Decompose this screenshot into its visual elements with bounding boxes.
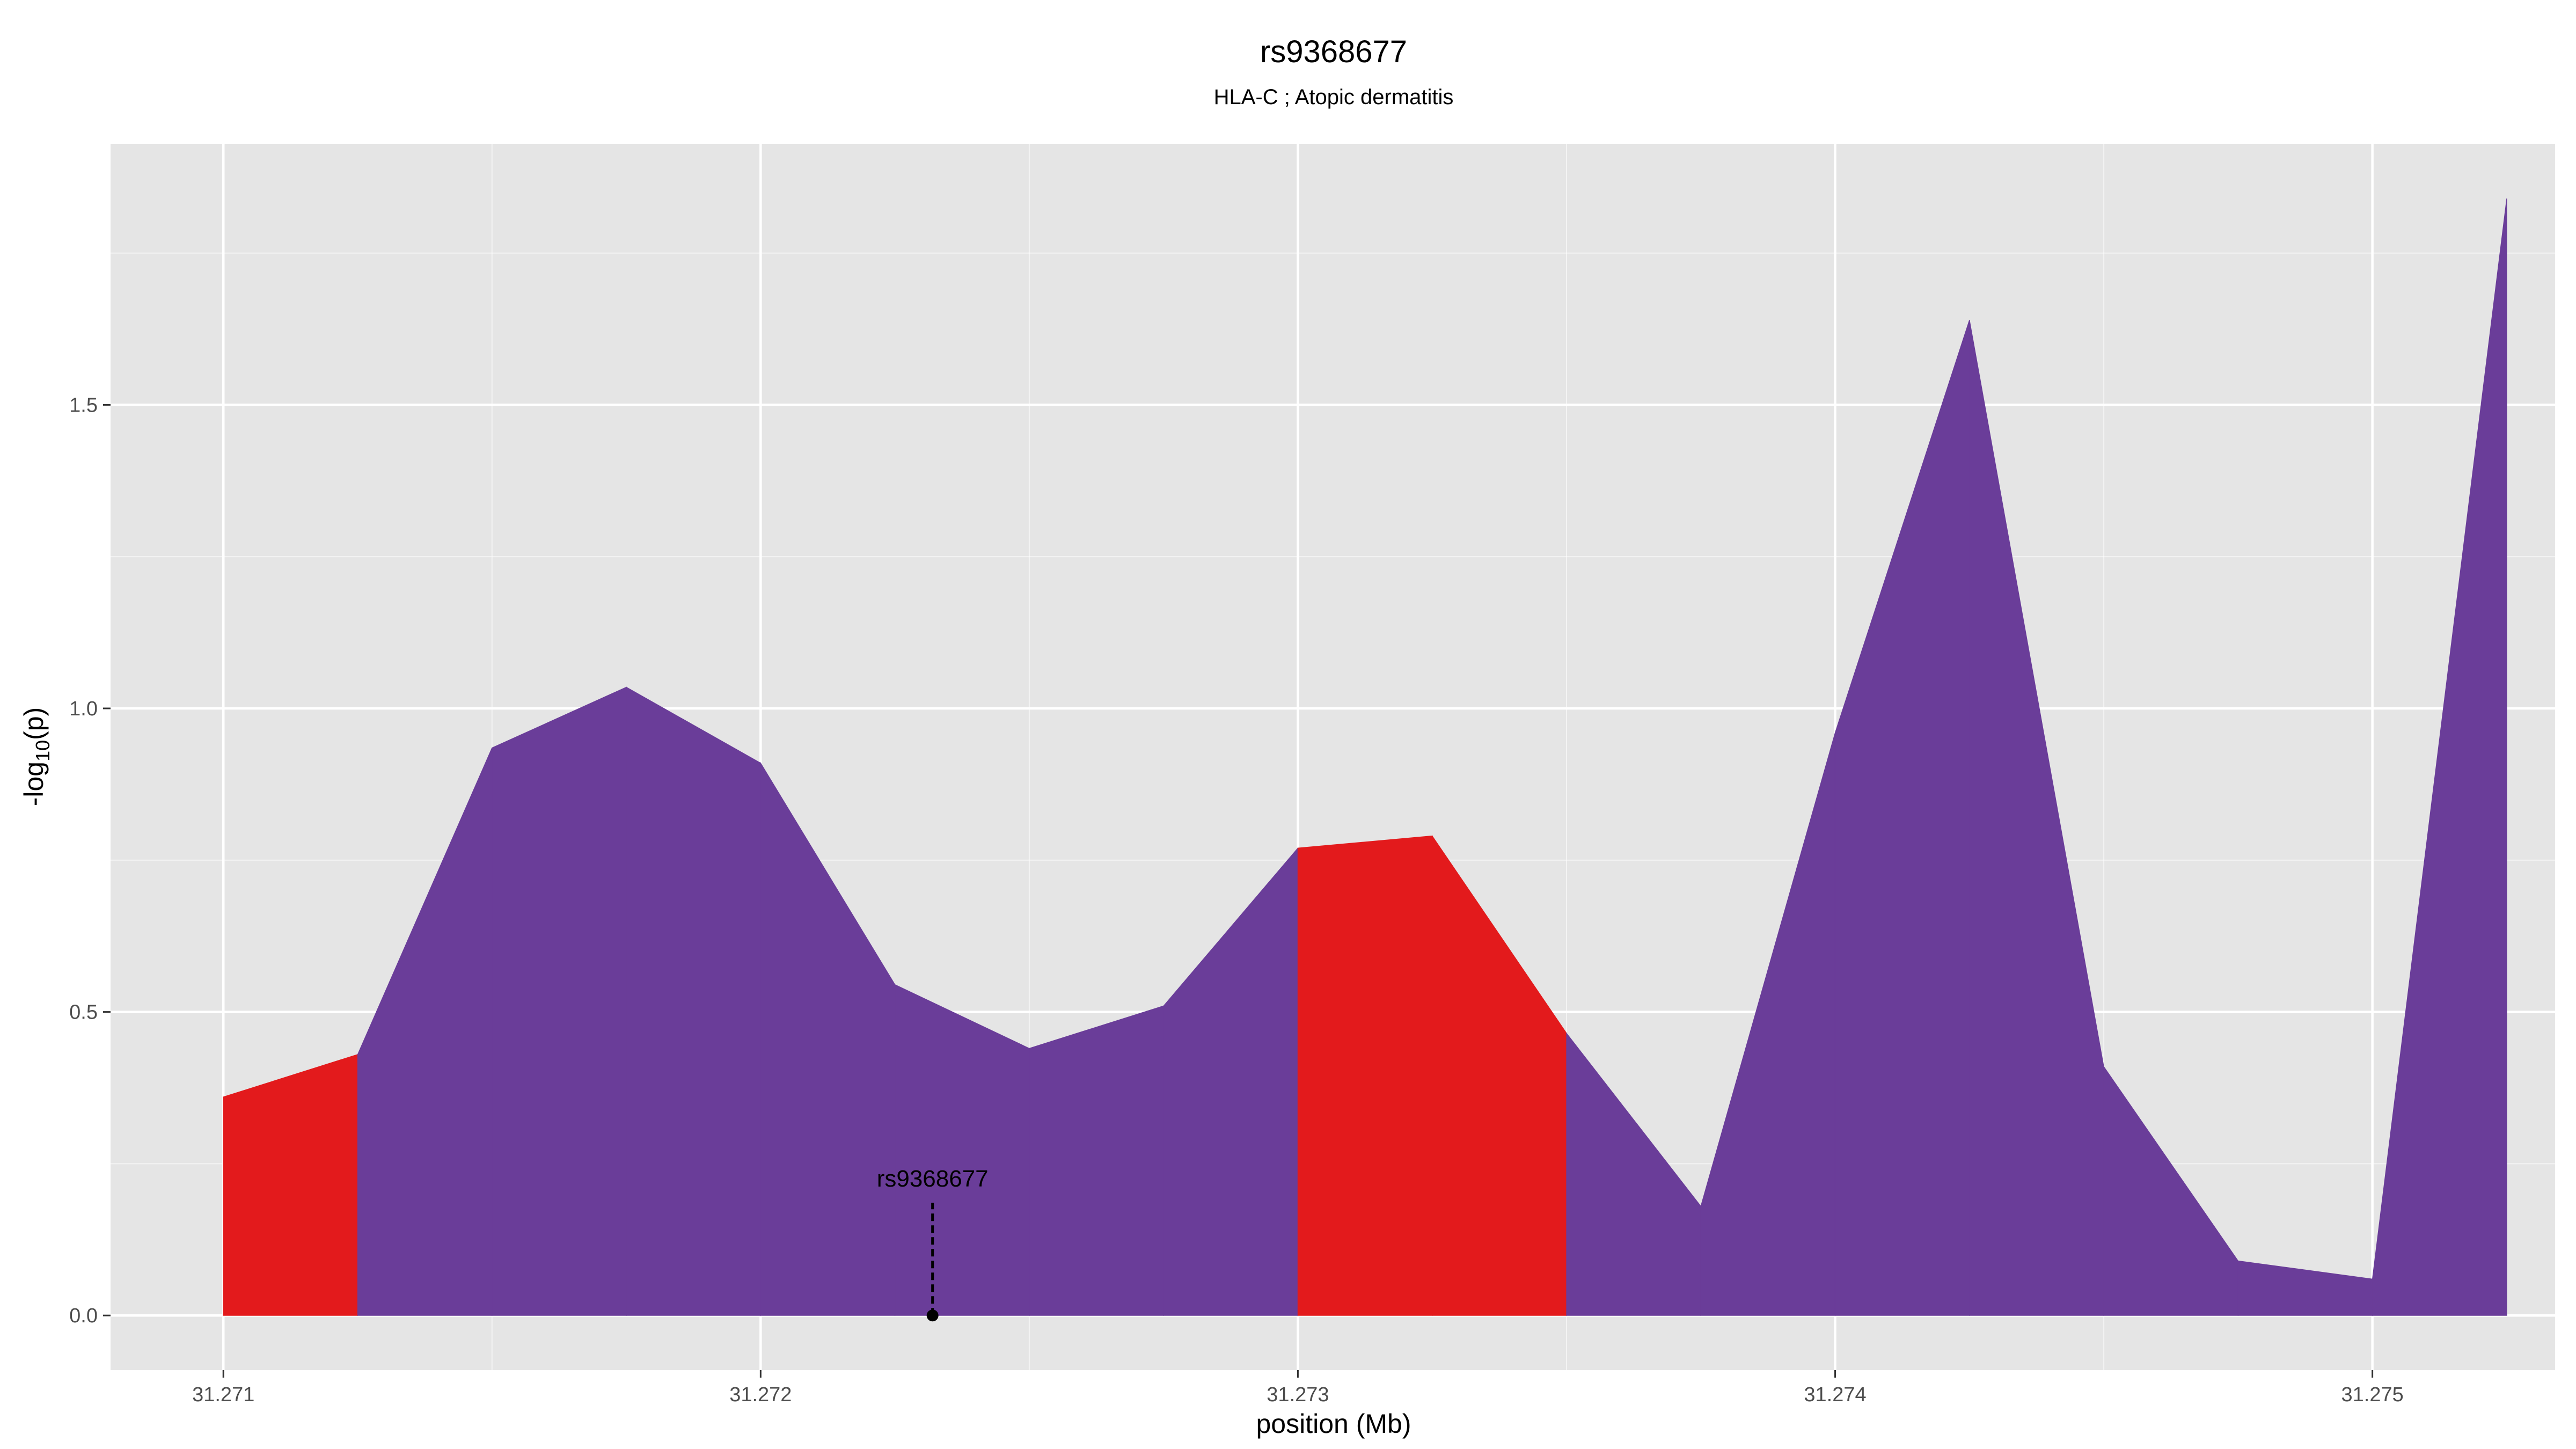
y-axis-title-base: -log [19,762,49,806]
y-axis: 0.0 0.5 1.0 1.5 [69,394,111,1327]
x-tick-label: 31.273 [1267,1384,1329,1406]
annotation-label: rs9368677 [877,1166,989,1192]
x-tick-label: 31.271 [192,1384,254,1406]
annotation-point [926,1309,939,1322]
y-tick-label: 0.5 [69,1001,98,1024]
chart-title: rs9368677 [1260,34,1407,69]
x-tick-label: 31.275 [2341,1384,2404,1406]
area-segment-purple [492,686,627,1316]
area-segment-red [223,1053,358,1316]
annotation: rs9368677 [877,1166,989,1322]
x-axis-title: position (Mb) [1256,1409,1411,1439]
chart-subtitle: HLA-C ; Atopic dermatitis [1214,85,1454,109]
area-segments [223,198,2507,1316]
y-tick-label: 1.0 [69,698,98,720]
x-axis: 31.271 31.272 31.273 31.274 31.275 [192,1370,2404,1406]
area-segment-red [1297,835,1433,1316]
x-tick-label: 31.272 [729,1384,792,1406]
area-segment-purple [2372,198,2507,1316]
y-axis-title-subscript: 10 [32,740,54,762]
x-tick-label: 31.274 [1804,1384,1866,1406]
area-segment-purple [626,686,761,1316]
y-tick-label: 0.0 [69,1305,98,1327]
area-segment-purple [1029,1005,1164,1316]
y-tick-label: 1.5 [69,394,98,416]
y-axis-title-rest: (p) [19,707,49,740]
y-axis-title: -log10(p) [19,707,54,807]
